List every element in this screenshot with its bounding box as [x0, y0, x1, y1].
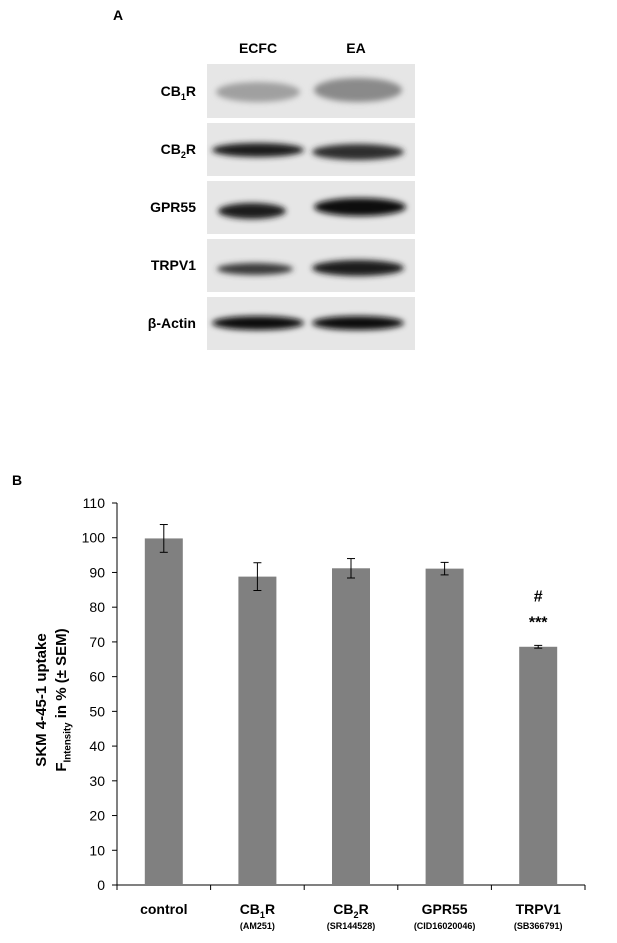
bar	[144, 538, 183, 885]
y-tick-label: 80	[89, 599, 105, 615]
error-bar	[534, 644, 543, 649]
subscript: 1	[260, 910, 265, 920]
panel-label: A	[113, 7, 123, 23]
y-tick-label: 30	[89, 773, 105, 789]
panel-label: B	[12, 472, 22, 488]
y-tick-label: 110	[83, 495, 106, 511]
error-bar	[159, 524, 168, 553]
text-part: R	[186, 141, 196, 157]
x-tick-label: CB2R	[333, 901, 368, 920]
text-part: GPR55	[150, 199, 196, 215]
text-part: TRPV1	[516, 901, 561, 917]
text-part: CB	[161, 141, 181, 157]
text-part: in % (± SEM)	[53, 628, 70, 722]
category-note: (SB366791)	[514, 921, 563, 931]
row-label: β-Actin	[148, 315, 196, 331]
text-part: β-Actin	[148, 315, 196, 331]
bar	[425, 568, 464, 885]
bar	[238, 576, 277, 885]
y-tick-label: 60	[89, 669, 105, 685]
y-tick-label: 90	[89, 564, 105, 580]
text-part: CB	[333, 901, 353, 917]
blot-image	[207, 64, 415, 350]
bar	[519, 646, 558, 885]
y-tick-label: 40	[89, 738, 105, 754]
column-header: ECFC	[239, 40, 277, 56]
column-header: EA	[346, 40, 365, 56]
category-note: (SR144528)	[327, 921, 376, 931]
category-note: (AM251)	[240, 921, 275, 931]
subscript: 2	[354, 910, 359, 920]
row-label: CB1R	[161, 83, 196, 102]
x-tick-label: CB1R	[240, 901, 275, 920]
text-part: control	[140, 901, 187, 917]
y-label-line: SKM 4-45-1 uptake	[33, 633, 50, 766]
x-tick-label: control	[140, 901, 187, 917]
text-part: R	[186, 83, 196, 99]
text-part: R	[359, 901, 369, 917]
x-tick-label: GPR55	[422, 901, 468, 917]
y-tick-label: 20	[89, 808, 105, 824]
text-part: R	[265, 901, 275, 917]
error-bar	[253, 562, 262, 592]
category-note: (CID16020046)	[414, 921, 476, 931]
y-tick-label: 100	[82, 530, 106, 546]
text-part: SKM 4-45-1 uptake	[33, 633, 50, 766]
text-part: F	[53, 763, 70, 772]
y-tick-label: 70	[89, 634, 105, 650]
y-tick-label: 10	[89, 842, 105, 858]
subscript: Intensity	[63, 722, 74, 763]
y-tick-label: 0	[97, 877, 105, 893]
annotation: ***	[529, 614, 548, 631]
text-part: CB	[240, 901, 260, 917]
error-bar	[347, 558, 355, 579]
annotation: #	[534, 588, 543, 605]
text-part: GPR55	[422, 901, 468, 917]
error-bar	[440, 561, 449, 576]
subscript: 2	[181, 150, 186, 160]
y-tick-label: 50	[89, 703, 105, 719]
row-label: CB2R	[161, 141, 196, 160]
subscript: 1	[181, 92, 186, 102]
text-part: CB	[161, 83, 181, 99]
row-label: GPR55	[150, 199, 196, 215]
text-part: TRPV1	[151, 257, 196, 273]
y-label-line: FIntensity in % (± SEM)	[53, 628, 74, 771]
row-label: TRPV1	[151, 257, 196, 273]
bar	[332, 568, 370, 885]
x-tick-label: TRPV1	[516, 901, 561, 917]
